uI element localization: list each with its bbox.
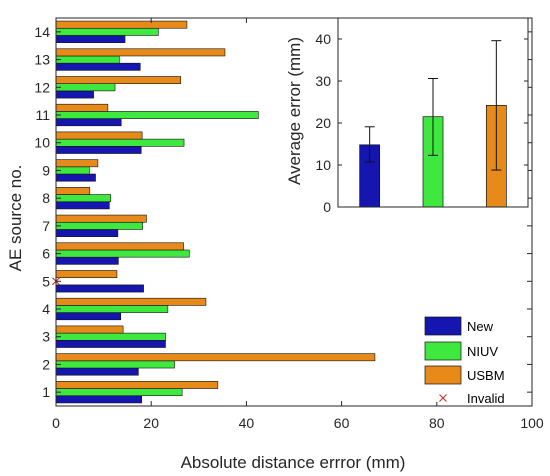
y-tick-label: 4 [42, 301, 50, 317]
y-tick-label: 9 [42, 162, 50, 178]
y-tick-label: 14 [34, 24, 50, 40]
bar-usbm-8 [55, 187, 91, 195]
bar-usbm-4 [55, 297, 207, 306]
bar-new-8 [55, 201, 110, 210]
y-tick-label: 1 [42, 384, 50, 400]
inset-y-tick-label: 30 [315, 73, 331, 89]
bar-niuv-10 [55, 138, 185, 147]
error-bar-niuv [428, 77, 438, 156]
y-tick-label: 13 [34, 52, 50, 68]
bar-niuv-7 [55, 221, 143, 230]
inset-average-error-chart: 0 10 20 30 40 [315, 17, 529, 215]
inset-y-tick-label: 0 [323, 199, 331, 215]
bar-niuv-13 [55, 55, 120, 64]
x-tick-label: 60 [334, 415, 350, 431]
bar-usbm-7 [55, 214, 147, 223]
x-tick-label: 0 [52, 415, 60, 431]
bar-usbm-14 [55, 20, 188, 29]
bar-new-12 [55, 90, 94, 99]
x-tick-label: 100 [520, 415, 544, 431]
x-tick-label: 80 [429, 415, 445, 431]
bar-niuv-3 [55, 332, 166, 341]
legend-swatch-usbm [424, 365, 462, 385]
inset-y-axis-label: Average error (mm) [285, 37, 304, 185]
bar-usbm-13 [55, 48, 226, 57]
bar-usbm-6 [55, 242, 184, 251]
bar-niuv-12 [55, 83, 116, 92]
y-tick-label: 11 [35, 107, 50, 123]
bar-niuv-6 [55, 249, 190, 258]
bar-new-14 [55, 35, 126, 43]
y-tick-label: 8 [42, 190, 50, 206]
y-tick-label: 10 [34, 135, 50, 151]
y-tick-label: 3 [42, 329, 50, 345]
bar-new-10 [55, 146, 142, 154]
legend-label-invalid: Invalid [467, 391, 505, 406]
bar-new-1 [55, 395, 142, 404]
legend: New NIUV USBM Invalid [420, 310, 526, 406]
bar-new-9 [55, 173, 96, 182]
y-tick-label: 2 [42, 356, 50, 372]
error-bar-usbm [491, 40, 502, 171]
inset-y-tick-label: 40 [315, 31, 331, 47]
y-tick-label: 6 [42, 246, 50, 262]
bar-new-2 [55, 367, 139, 376]
bar-niuv-11 [55, 111, 259, 119]
bar-new-11 [55, 118, 122, 127]
bar-new-6 [55, 256, 119, 265]
y-axis-label: AE source no. [6, 165, 25, 272]
y-tick-label: 12 [34, 79, 50, 95]
bar-new-5 [55, 284, 144, 293]
bar-niuv-4 [55, 305, 169, 313]
x-tick-label: 20 [143, 415, 159, 431]
bar-niuv-8 [55, 194, 112, 203]
bar-usbm-5 [55, 270, 118, 278]
inset-y-tick-label: 10 [315, 157, 331, 173]
bar-new-4 [55, 312, 122, 321]
legend-label-new: New [467, 319, 494, 334]
y-tick-label: 5 [42, 273, 50, 289]
x-axis-label: Absolute distance errror (mm) [181, 453, 406, 472]
x-tick-label: 40 [239, 415, 255, 431]
bar-new-13 [55, 62, 141, 71]
inset-axes-box [337, 17, 529, 208]
main-axes-box [55, 17, 533, 407]
bar-usbm-1 [55, 381, 219, 389]
legend-swatch-niuv [424, 341, 462, 361]
y-tick-label: 7 [42, 218, 50, 234]
bar-usbm-12 [55, 76, 182, 84]
inset-y-tick-label: 20 [315, 115, 331, 131]
bar-usbm-10 [55, 131, 143, 140]
bar-usbm-2 [55, 353, 376, 362]
bar-niuv-1 [55, 388, 183, 397]
legend-invalid-marker [439, 394, 447, 402]
bar-usbm-9 [55, 159, 99, 168]
legend-swatch-new [424, 316, 462, 336]
bar-new-7 [55, 229, 119, 237]
bar-usbm-3 [55, 325, 124, 334]
bar-niuv-14 [55, 27, 159, 36]
bar-usbm-11 [55, 103, 109, 112]
error-bar-new [364, 126, 375, 163]
legend-label-usbm: USBM [467, 368, 505, 383]
bar-niuv-2 [55, 360, 175, 369]
legend-label-niuv: NIUV [467, 344, 498, 359]
bar-new-3 [55, 340, 166, 348]
